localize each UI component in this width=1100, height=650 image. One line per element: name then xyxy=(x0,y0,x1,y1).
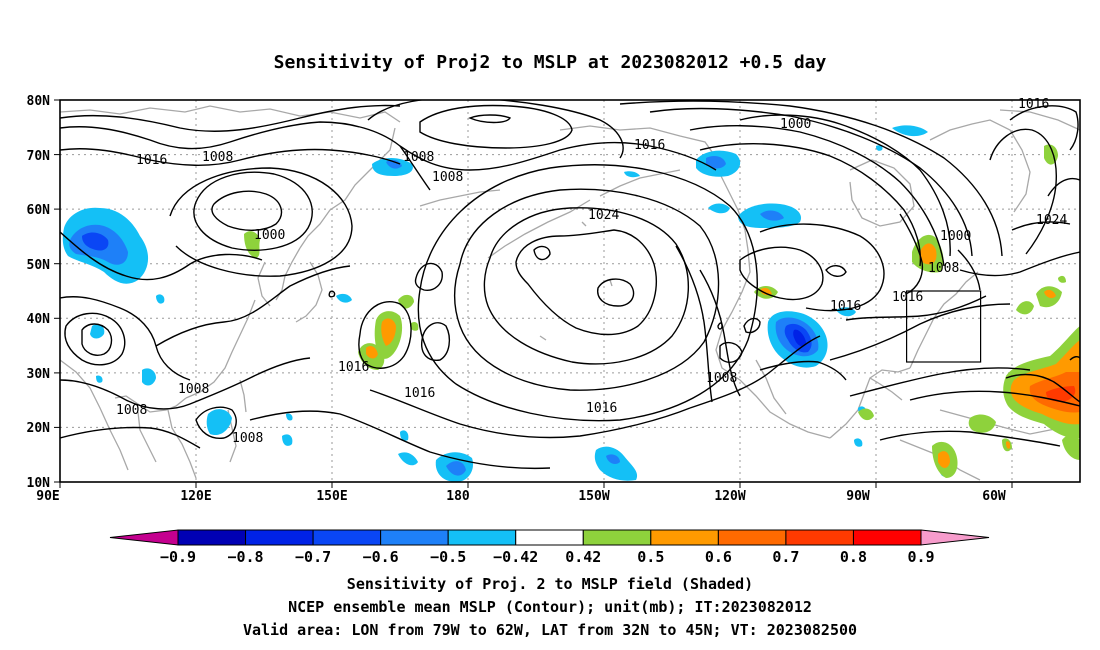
longitude-labels: 90E 120E 150E 180 150W 120W 90W 60W xyxy=(36,482,1013,504)
lon-label: 90W xyxy=(846,489,870,504)
lon-label: 150W xyxy=(578,489,609,504)
contour-label: 1000 xyxy=(780,117,811,132)
lat-label: 70N xyxy=(27,149,51,164)
colorbar-label: −0.9 xyxy=(160,548,196,566)
lat-label: 60N xyxy=(27,203,51,218)
colorbar-swatch xyxy=(852,529,922,546)
contour-label: 1000 xyxy=(940,229,971,244)
colorbar-upper-extension xyxy=(920,529,990,546)
contour-label: 1008 xyxy=(432,170,463,185)
lat-label: 40N xyxy=(27,312,51,327)
colorbar-swatch xyxy=(515,529,584,546)
colorbar-swatch xyxy=(717,529,787,546)
contour-label: 1024 xyxy=(1036,213,1067,228)
contour-label: 1016 xyxy=(136,153,167,168)
lat-label: 30N xyxy=(27,367,51,382)
contour-label: 1008 xyxy=(232,431,263,446)
colorbar-swatch xyxy=(380,529,449,546)
caption-line-3: Valid area: LON from 79W to 62W, LAT fro… xyxy=(243,621,857,639)
lat-label: 50N xyxy=(27,258,51,273)
contour-label: 1016 xyxy=(892,290,923,305)
contour-label: 1024 xyxy=(588,208,619,223)
colorbar-swatch xyxy=(650,529,719,546)
contour-label: 1008 xyxy=(116,403,147,418)
colorbar-label: 0.8 xyxy=(840,548,867,566)
lon-label: 90E xyxy=(36,489,59,504)
colorbar: −0.9 −0.8 −0.7 −0.6 −0.5 −0.42 0.42 0.5 0.6 0.7 0.… xyxy=(109,529,990,566)
coastlines xyxy=(60,105,1080,481)
contour-label: 1008 xyxy=(706,371,737,386)
colorbar-swatch xyxy=(582,529,652,546)
lat-label: 80N xyxy=(27,94,51,109)
contour-label: 1008 xyxy=(928,261,959,276)
colorbar-label: 0.7 xyxy=(772,548,799,566)
contour-label: 1008 xyxy=(202,150,233,165)
verification-area-box xyxy=(905,290,982,363)
colorbar-label: 0.5 xyxy=(637,548,664,566)
colorbar-swatch xyxy=(245,529,314,546)
map-frame xyxy=(59,99,1081,483)
colorbar-swatch xyxy=(312,529,382,546)
lon-label: 60W xyxy=(982,489,1006,504)
contour-label: 1016 xyxy=(404,386,435,401)
colorbar-label: −0.7 xyxy=(295,548,331,566)
colorbar-label: −0.42 xyxy=(493,548,538,566)
latitude-labels: 80N 70N 60N 50N 40N 30N 20N 10N xyxy=(27,94,60,491)
caption-line-1: Sensitivity of Proj. 2 to MSLP field (Sh… xyxy=(347,575,753,593)
contour-label: 1016 xyxy=(830,299,861,314)
lon-label: 150E xyxy=(316,489,347,504)
caption-line-2: NCEP ensemble mean MSLP (Contour); unit(… xyxy=(288,598,812,616)
colorbar-label: 0.9 xyxy=(907,548,934,566)
contour-label: 1000 xyxy=(254,228,285,243)
colorbar-swatch xyxy=(785,529,854,546)
lon-label: 120W xyxy=(714,489,745,504)
contour-labels: 1016 1008 1008 1008 1000 1016 1024 1000 … xyxy=(116,97,1067,446)
negative-sensitivity-shading xyxy=(62,125,949,482)
contour-label: 1016 xyxy=(634,138,665,153)
lat-label: 20N xyxy=(27,421,51,436)
colorbar-label: −0.6 xyxy=(363,548,399,566)
colorbar-swatch xyxy=(177,529,247,546)
chart-title: Sensitivity of Proj2 to MSLP at 20230820… xyxy=(274,52,827,73)
colorbar-lower-extension xyxy=(109,529,179,546)
contour-label: 1008 xyxy=(403,150,434,165)
colorbar-swatch xyxy=(447,529,517,546)
lat-label: 10N xyxy=(27,476,51,491)
colorbar-label: −0.8 xyxy=(227,548,263,566)
lon-label: 180 xyxy=(446,489,470,504)
colorbar-label: −0.5 xyxy=(430,548,466,566)
colorbar-label: 0.6 xyxy=(705,548,732,566)
lat-lon-grid xyxy=(60,100,1080,482)
contour-label: 1008 xyxy=(178,382,209,397)
contour-label: 1016 xyxy=(338,360,369,375)
colorbar-label: 0.42 xyxy=(565,548,601,566)
lon-label: 120E xyxy=(180,489,211,504)
contour-label: 1016 xyxy=(586,401,617,416)
mslp-contours xyxy=(60,100,1080,470)
contour-label: 1016 xyxy=(1018,97,1049,112)
